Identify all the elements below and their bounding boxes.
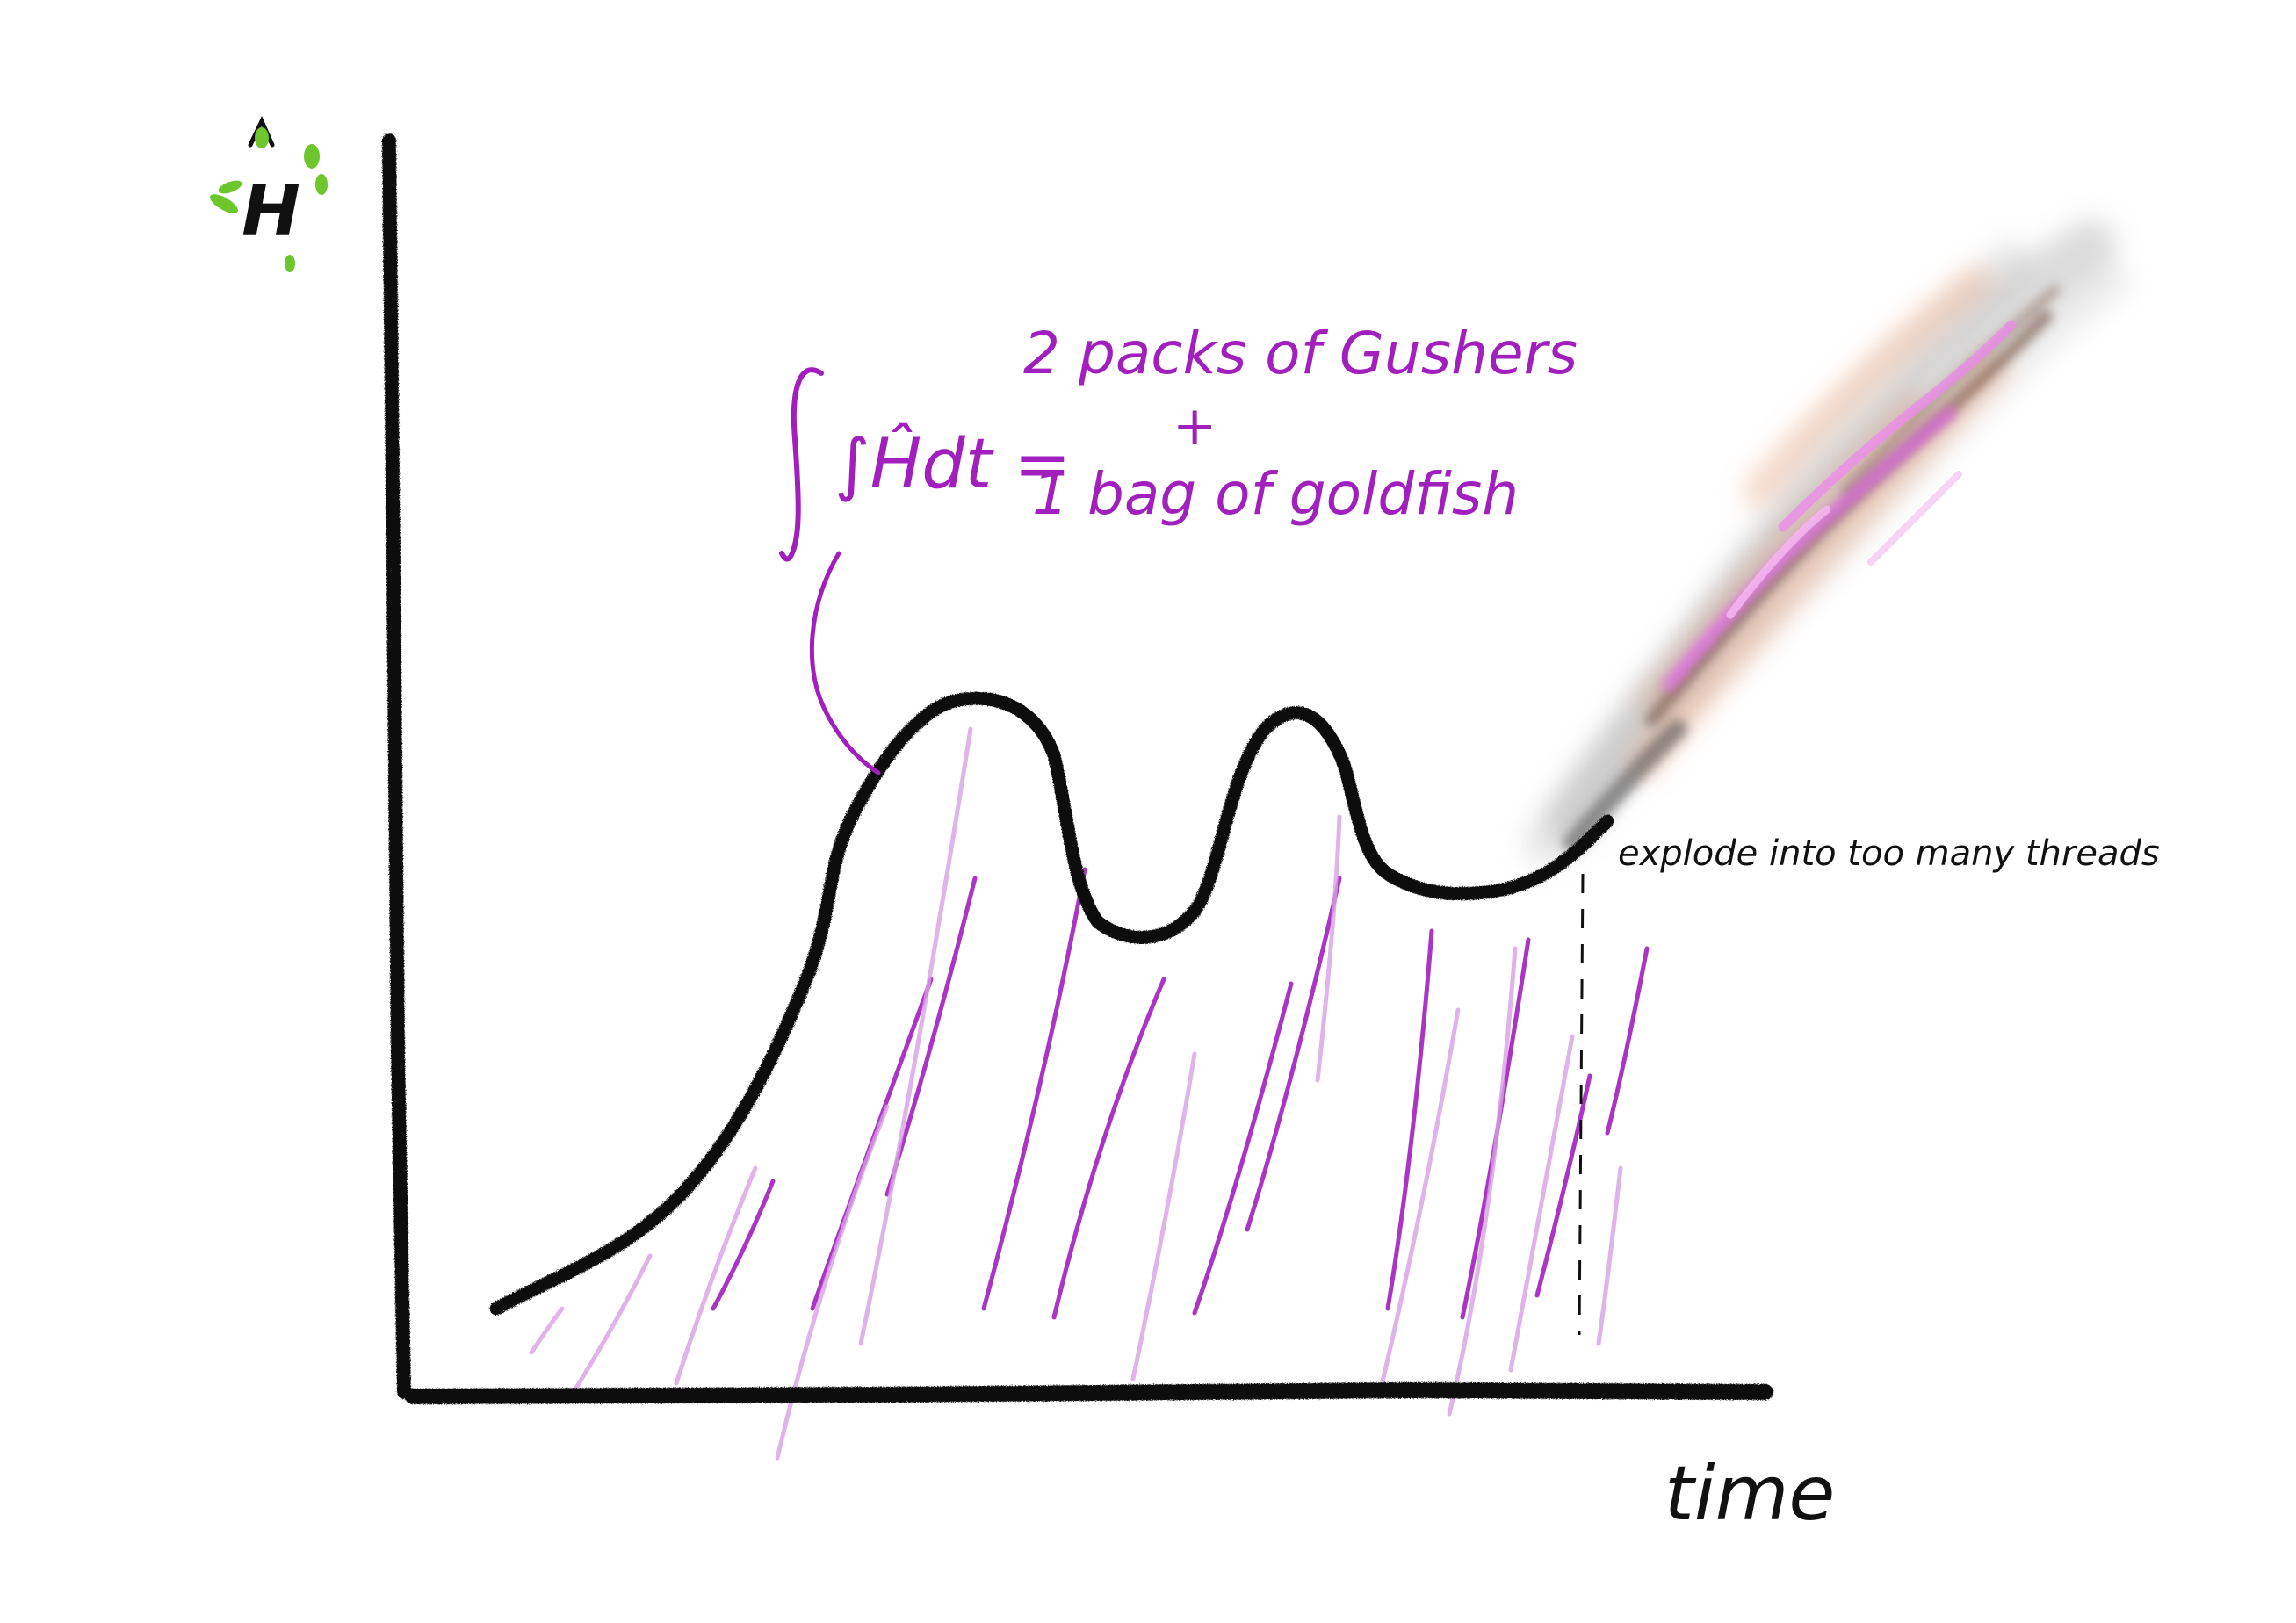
hamiltonian-curve (489, 691, 1614, 1316)
annotation-leader-line (809, 551, 881, 775)
hat-icon (248, 116, 275, 148)
integral-annotation: ∫Ĥdt = 2 packs of Gushers + 1 bag of gol… (779, 320, 1578, 775)
axes (382, 133, 1773, 1404)
integral-sign (779, 367, 824, 562)
y-axis-label: H (210, 116, 328, 272)
annotation-plus: + (1173, 395, 1217, 457)
explode-callout: explode into too many threads (1618, 833, 2160, 874)
thread-explosion (1524, 220, 2128, 865)
svg-text:H: H (242, 170, 300, 252)
integral-bound-line (1578, 873, 1585, 1336)
x-axis (405, 1381, 1773, 1404)
area-hatching (529, 726, 1650, 1461)
annotation-line-1: 2 packs of Gushers (1023, 320, 1578, 387)
annotation-line-2: 1 bag of goldfish (1032, 460, 1519, 528)
x-axis-label: time (1664, 1450, 1835, 1538)
annotation-lhs: ∫Ĥdt = (834, 423, 1072, 504)
y-axis (382, 133, 411, 1399)
green-sparkle-icon (210, 127, 328, 272)
